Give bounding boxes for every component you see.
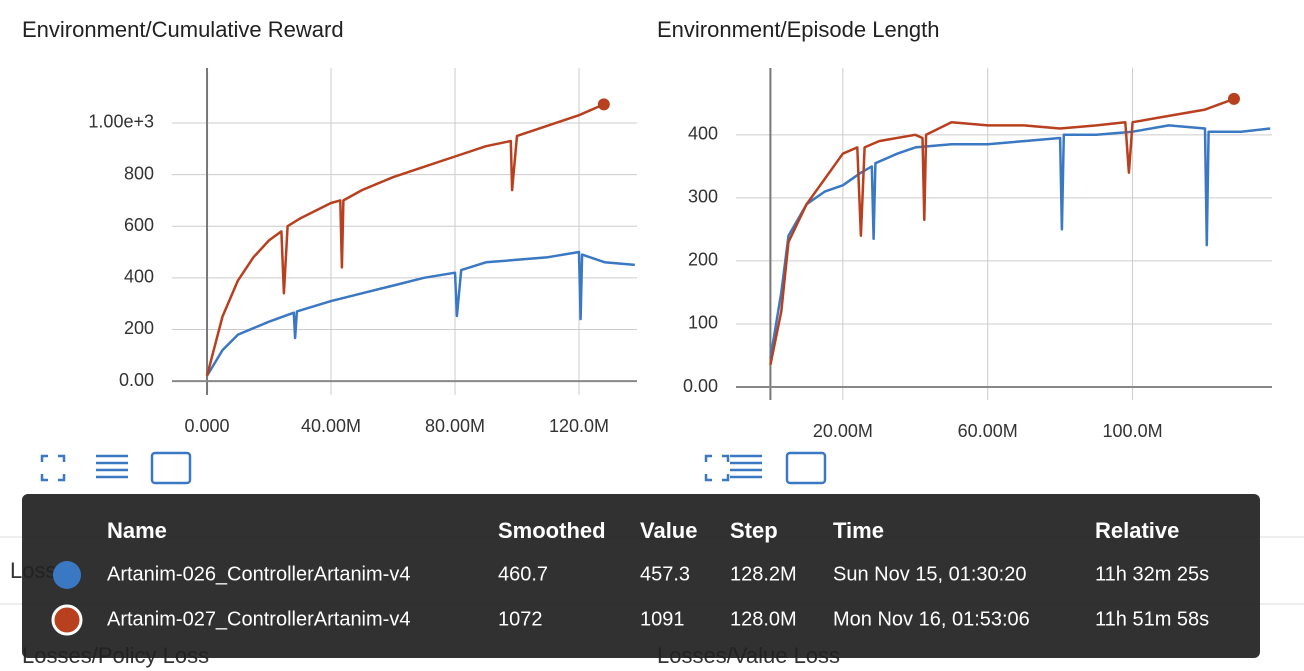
tooltip-box — [22, 494, 1260, 658]
y-tick-label: 1.00e+3 — [88, 112, 154, 132]
fit-icon[interactable] — [150, 451, 192, 485]
data-icon[interactable] — [96, 454, 128, 479]
chart-title: Environment/Episode Length — [657, 17, 940, 42]
y-tick-label: 200 — [688, 250, 718, 270]
x-tick-label: 60.00M — [958, 421, 1018, 441]
tooltip-cell: 457.3 — [640, 563, 690, 585]
end-point — [597, 98, 610, 111]
tooltip-cell: 11h 51m 58s — [1095, 608, 1209, 630]
x-tick-label: 80.00M — [425, 416, 485, 436]
fit-icon[interactable] — [785, 451, 827, 485]
fullscreen-icon[interactable] — [40, 454, 66, 482]
tooltip-header: Time — [833, 518, 884, 543]
tooltip-cell: 1091 — [640, 608, 685, 630]
series-line — [769, 97, 1235, 366]
tooltip: Name Smoothed Value Step Time Relative Artanim… — [22, 494, 1260, 658]
tooltip-cell: 11h 32m 25s — [1095, 563, 1209, 585]
y-tick-label: 300 — [688, 187, 718, 207]
tooltip-cell: 128.2M — [730, 563, 797, 585]
series-line — [205, 103, 605, 377]
chart-icons — [40, 451, 827, 485]
tooltip-cell: Artanim-027_ControllerArtanim-v4 — [107, 608, 410, 630]
series-line — [769, 124, 1271, 359]
x-tick-label: 20.00M — [813, 421, 873, 441]
chart-title: Environment/Cumulative Reward — [22, 17, 344, 42]
y-tick-label: 100 — [688, 313, 718, 333]
x-tick-label: 120.0M — [549, 416, 609, 436]
y-tick-label: 800 — [124, 163, 154, 183]
y-tick-label: 600 — [124, 215, 154, 235]
tooltip-header: Name — [107, 518, 167, 543]
tooltip-cell: 128.0M — [730, 608, 797, 630]
data-icon[interactable] — [730, 454, 762, 479]
tooltip-header: Relative — [1095, 518, 1179, 543]
y-tick-label: 400 — [688, 124, 718, 144]
tooltip-header: Value — [640, 518, 697, 543]
run-swatch — [51, 604, 83, 636]
x-tick-label: 40.00M — [301, 416, 361, 436]
tooltip-header: Step — [730, 518, 778, 543]
series-line — [205, 250, 635, 377]
tooltip-cell: Artanim-026_ControllerArtanim-v4 — [107, 563, 410, 585]
tooltip-cell: 460.7 — [498, 563, 548, 585]
charts: Environment/Cumulative Reward 0.00 200 400 6… — [22, 17, 1272, 441]
x-tick-label: 0.000 — [185, 416, 230, 436]
y-tick-label: 400 — [124, 267, 154, 287]
x-tick-label: 100.0M — [1103, 421, 1163, 441]
fullscreen-icon[interactable] — [704, 454, 730, 482]
tooltip-cell: Mon Nov 16, 01:53:06 — [833, 608, 1030, 630]
end-point — [1227, 92, 1240, 105]
tooltip-cell: Sun Nov 15, 01:30:20 — [833, 563, 1026, 585]
y-tick-label: 0.00 — [683, 376, 718, 396]
y-tick-label: 200 — [124, 318, 154, 338]
run-swatch — [53, 561, 81, 589]
y-tick-label: 0.00 — [119, 370, 154, 390]
tooltip-header: Smoothed — [498, 518, 606, 543]
tooltip-cell: 1072 — [498, 608, 543, 630]
